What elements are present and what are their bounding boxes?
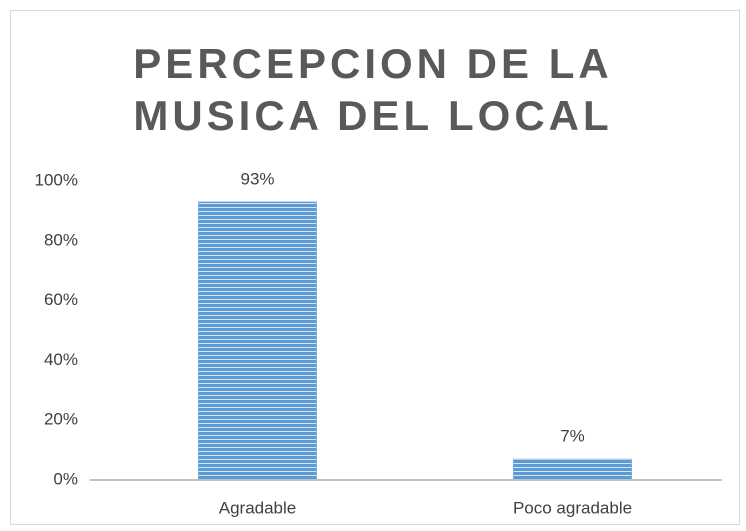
y-tick-label: 20% bbox=[44, 410, 78, 429]
chart-frame bbox=[10, 10, 740, 525]
x-tick-label: Poco agradable bbox=[513, 498, 632, 517]
x-tick-label: Agradable bbox=[219, 498, 297, 517]
data-label: 7% bbox=[560, 427, 585, 446]
y-tick-label: 0% bbox=[53, 469, 78, 488]
y-tick-label: 100% bbox=[35, 170, 78, 189]
y-tick-label: 40% bbox=[44, 350, 78, 369]
y-tick-label: 80% bbox=[44, 230, 78, 249]
data-label: 93% bbox=[240, 169, 274, 188]
bar bbox=[513, 458, 632, 481]
bar bbox=[198, 201, 317, 481]
y-tick-label: 60% bbox=[44, 290, 78, 309]
chart-title: PERCEPCION DE LA MUSICA DEL LOCAL bbox=[133, 40, 613, 139]
